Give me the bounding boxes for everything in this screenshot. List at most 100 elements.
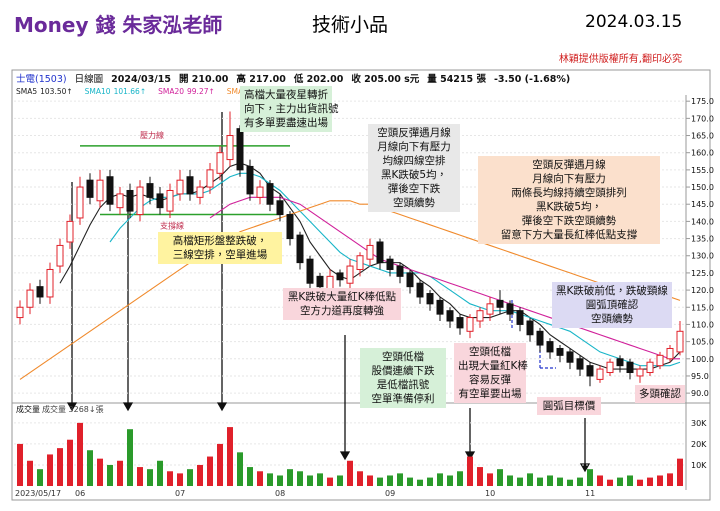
volume-bar [477, 467, 483, 486]
candle-body [16, 306, 24, 319]
volume-bar [387, 475, 393, 486]
subtitle: 技術小品 [312, 14, 389, 36]
y-tick-label: 170.0 [691, 114, 714, 123]
volume-bar [287, 469, 293, 486]
volume-bar [567, 479, 573, 486]
candle-body [336, 272, 344, 281]
candle-body [306, 258, 314, 284]
level-label: 支撐線 [160, 221, 184, 231]
candle-body [586, 365, 594, 377]
annotation-line: 有空單要出場 [458, 388, 522, 400]
y-tick-label: 155.0 [691, 166, 714, 175]
volume-bar [67, 439, 73, 486]
annotation: 黑K跌破大量紅K棒低點 空方力道再度轉強 [283, 288, 401, 320]
y-tick-label: 150.0 [691, 183, 714, 192]
volume-bar [167, 471, 173, 486]
candle-body [356, 255, 364, 270]
candle-body [236, 128, 244, 171]
candle-body [256, 186, 264, 198]
volume-bar [357, 471, 363, 486]
info-text: -3.50 (-1.68%) [494, 74, 570, 85]
y-tick-label: 165.0 [691, 132, 714, 141]
annotation: 空頭低檔 股價連續下跌 是低檔訊號 空單準備停利 [360, 348, 446, 408]
volume-bar [217, 443, 223, 486]
candle-body [46, 268, 54, 298]
copyright: 林穎提供版權所有,翻印必究 [558, 54, 682, 65]
volume-bar [27, 460, 33, 486]
y-tick-label: 95.0 [691, 372, 709, 381]
info-text: 收 205.00 s元 [351, 73, 419, 85]
candle-body [86, 179, 94, 198]
candle-body [366, 244, 374, 260]
candle-body [396, 265, 404, 277]
volume-bar [267, 473, 273, 486]
annotation-line: 黑K跌破5均， [535, 201, 603, 213]
candle-body [406, 272, 414, 288]
annotation-line: 出現大量紅K棒 [458, 360, 528, 372]
volume-bar [547, 475, 553, 486]
candle-body [96, 179, 104, 202]
legend-value: 103.50↑ [40, 87, 73, 96]
candle-body [196, 186, 204, 198]
volume-bar [337, 475, 343, 486]
annotation-line: 圓弧目標價 [542, 400, 596, 412]
volume-bar [617, 477, 623, 486]
annotation-line: 高檔矩形盤整跌破， [172, 235, 268, 247]
annotation-line: 黑K跌破大量紅K棒低點 [287, 291, 397, 303]
candle-body [76, 186, 84, 219]
volume-bar [637, 479, 643, 486]
candle-body [446, 310, 454, 322]
candle-body [616, 358, 624, 367]
info-text: 2024/03/15 [111, 74, 171, 85]
info-text: 低 202.00 [293, 73, 344, 85]
volume-bar [227, 427, 233, 486]
x-tick-label: 08 [275, 489, 285, 498]
annotation-line: 容易反彈 [469, 374, 511, 386]
y-tick-label: 130.0 [691, 252, 714, 261]
volume-bar [157, 460, 163, 486]
volume-bar [587, 469, 593, 486]
annotation-line: 月線向下有壓力 [532, 173, 606, 185]
y-tick-label: 10K [691, 461, 707, 470]
candle-body [316, 275, 324, 288]
y-tick-label: 125.0 [691, 269, 714, 278]
candle-body [536, 330, 544, 346]
annotation: 高檔大量夜星轉折 向下，主力出貨訊號 有多單要盡速出場 [240, 86, 339, 132]
volume-bar [437, 473, 443, 486]
annotation-line: 彈後空下跌 [387, 183, 441, 195]
info-text: 量 54215 張 [427, 73, 486, 85]
candle-body [246, 165, 254, 195]
legend-value: 101.66↑ [114, 87, 147, 96]
volume-bar [457, 471, 463, 486]
legend-name: SMA10 [85, 87, 111, 96]
candle-body [266, 183, 274, 205]
volume-bar [247, 467, 253, 486]
annotation-line: 空頭低檔 [382, 351, 424, 363]
candle-body [466, 317, 474, 332]
volume-bar [147, 469, 153, 486]
annotation: 高檔矩形盤整跌破， 三線空排，空單進場 [158, 232, 282, 264]
volume-bar [327, 477, 333, 486]
candle-body [546, 341, 554, 353]
volume-title: 成交量 [16, 404, 40, 414]
volume-bar [487, 473, 493, 486]
candle-body [646, 361, 654, 374]
volume-bar [57, 448, 63, 486]
y-tick-label: 140.0 [691, 217, 714, 226]
volume-bar [657, 475, 663, 486]
volume-bar [257, 471, 263, 486]
candle-body [36, 286, 44, 298]
volume-bar [127, 429, 133, 486]
y-tick-label: 135.0 [691, 235, 714, 244]
candle-body [66, 220, 74, 243]
info-text: 士電(1503) [16, 73, 67, 85]
volume-bar [107, 464, 113, 486]
annotation-line: 有多單要盡速出場 [244, 117, 328, 129]
volume-bar [607, 479, 613, 486]
annotation: 圓弧目標價 [537, 397, 601, 415]
candle-body [656, 354, 664, 367]
annotation-line: 空頭反彈遇月線 [532, 159, 606, 171]
candle-body [156, 193, 164, 209]
candle-body [666, 347, 674, 360]
